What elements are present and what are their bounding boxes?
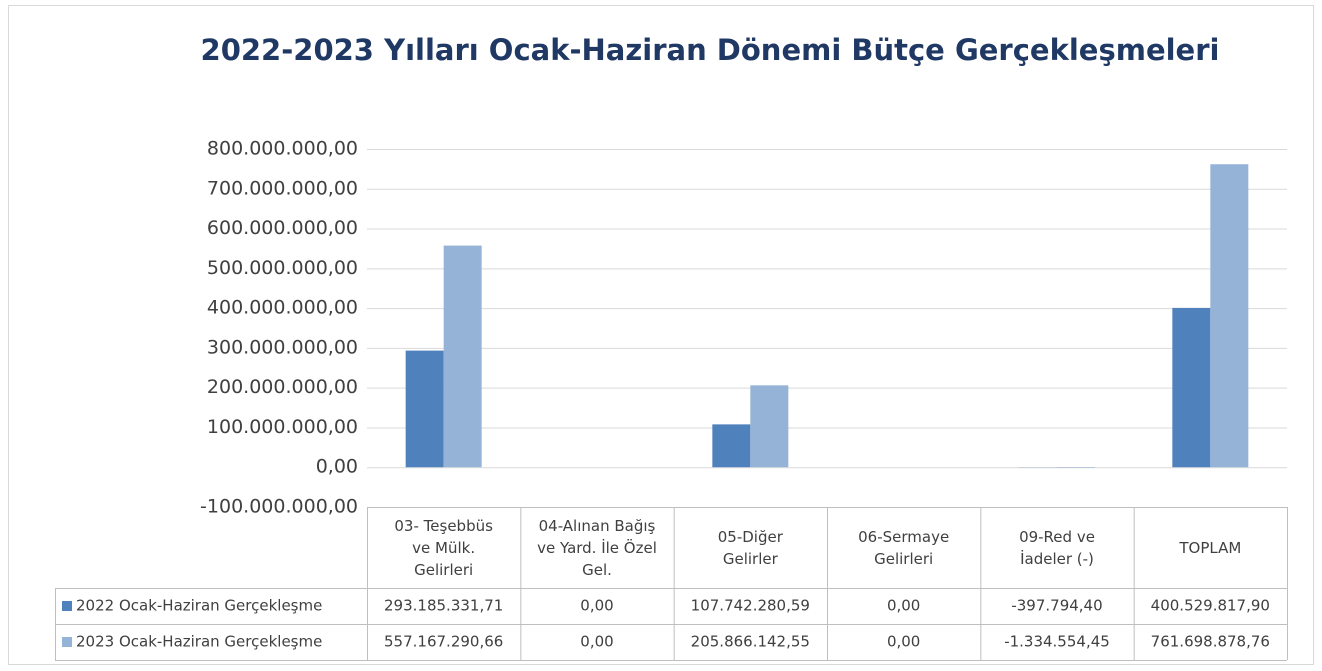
table-value: -397.794,40 [1011,597,1102,615]
bar [1057,467,1095,468]
bar [1172,307,1211,468]
legend-swatch [62,637,72,647]
y-tick-label: -100.000.000,00 [200,496,358,518]
bar [443,245,482,468]
chart-title: 2022-2023 Yılları Ocak-Haziran Dönemi Bü… [201,33,1220,67]
x-tick-label: 05-Diğer Gelirler [717,527,783,568]
x-tick-label: 06-Sermaye Gelirleri [858,527,950,568]
y-tick-label: 500.000.000,00 [207,257,358,279]
table-value: 0,00 [580,597,613,615]
bar [750,385,789,468]
chart-border [8,5,1314,665]
bar [405,350,444,468]
legend-label: 2022 Ocak-Haziran Gerçekleşme [76,597,322,615]
table-value: 557.167.290,66 [384,633,503,651]
legend-swatch [62,601,72,611]
legend-label: 2023 Ocak-Haziran Gerçekleşme [76,633,322,651]
table-value: 0,00 [887,633,920,651]
y-tick-label: 100.000.000,00 [207,416,358,438]
x-tick-label: 04-Alınan Bağış ve Yard. İle Özel Gel. [537,516,657,579]
table-value: 293.185.331,71 [384,597,503,615]
table-value: 205.866.142,55 [691,633,810,651]
table-value: 761.698.878,76 [1151,633,1270,651]
y-tick-label: 300.000.000,00 [207,336,358,358]
table-value: 400.529.817,90 [1151,597,1270,615]
table-value: -1.334.554,45 [1004,633,1110,651]
bar [1210,164,1249,468]
table-value: 0,00 [887,597,920,615]
y-tick-label: 600.000.000,00 [207,217,358,239]
y-tick-label: 400.000.000,00 [207,297,358,319]
y-tick-label: 700.000.000,00 [207,177,358,199]
x-tick-label: 03- Teşebbüs ve Mülk. Gelirleri [394,516,493,579]
y-tick-label: 0,00 [316,456,358,478]
table-value: 107.742.280,59 [691,597,810,615]
y-tick-label: 800.000.000,00 [207,138,358,160]
bar [712,424,751,468]
table-value: 0,00 [580,633,613,651]
x-tick-label: TOPLAM [1179,538,1242,557]
y-tick-label: 200.000.000,00 [207,376,358,398]
x-tick-label: 09-Red ve İadeler (-) [1019,527,1095,568]
